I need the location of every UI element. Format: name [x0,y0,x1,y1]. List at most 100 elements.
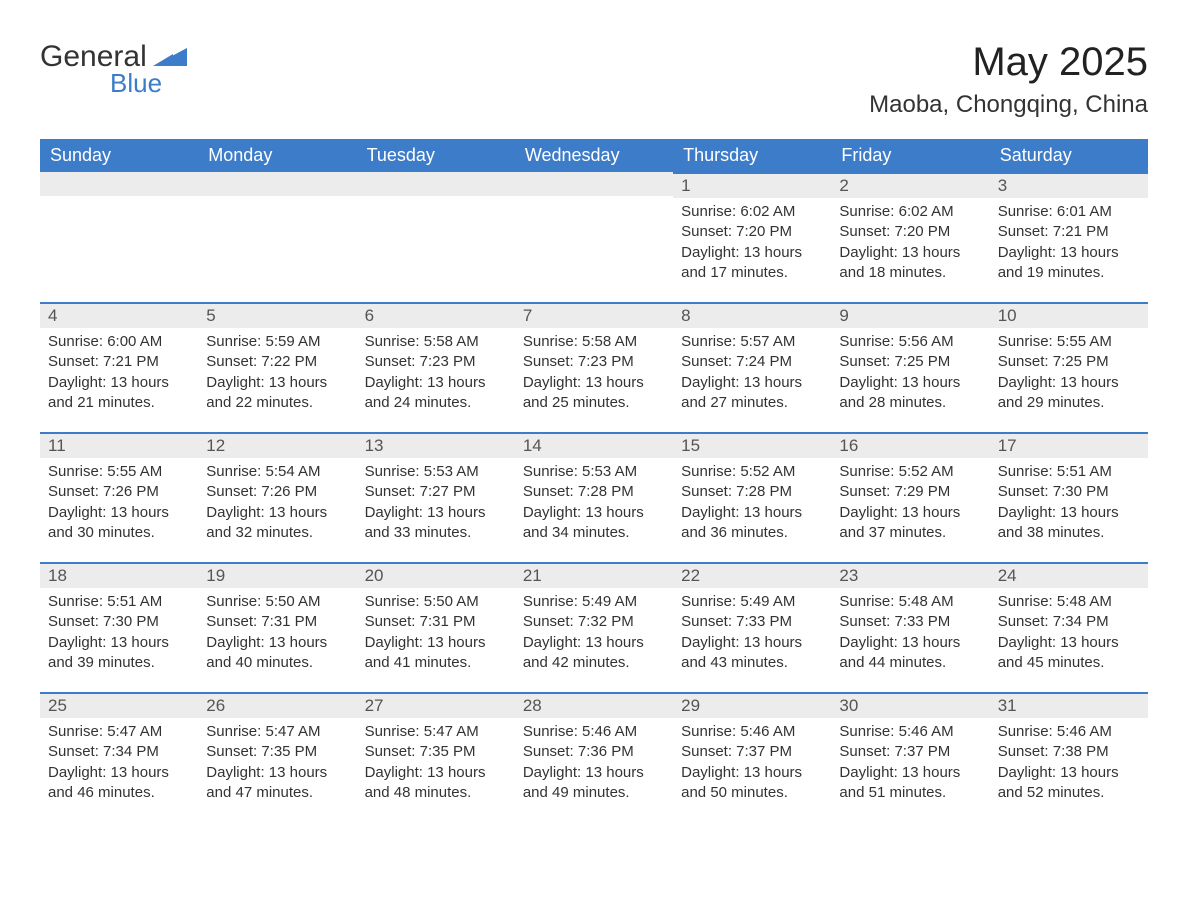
daylight-line: Daylight: 13 hours and 19 minutes. [998,243,1140,284]
calendar-day-cell: 12Sunrise: 5:54 AMSunset: 7:26 PMDayligh… [198,432,356,562]
daylight-line: Daylight: 13 hours and 44 minutes. [839,633,981,674]
daylight-line: Daylight: 13 hours and 48 minutes. [365,763,507,804]
calendar-day-cell: 1Sunrise: 6:02 AMSunset: 7:20 PMDaylight… [673,172,831,302]
weekday-header: Sunday [40,139,198,172]
daylight-line: Daylight: 13 hours and 43 minutes. [681,633,823,674]
sunrise-line: Sunrise: 5:48 AM [998,592,1140,612]
sunrise-line: Sunrise: 5:46 AM [839,722,981,742]
sunset-line: Sunset: 7:26 PM [206,482,348,502]
sunset-line: Sunset: 7:28 PM [523,482,665,502]
daylight-line: Daylight: 13 hours and 39 minutes. [48,633,190,674]
daylight-line: Daylight: 13 hours and 42 minutes. [523,633,665,674]
day-content: Sunrise: 5:58 AMSunset: 7:23 PMDaylight:… [357,328,515,421]
daylight-line: Daylight: 13 hours and 17 minutes. [681,243,823,284]
sunset-line: Sunset: 7:33 PM [681,612,823,632]
sunrise-line: Sunrise: 5:52 AM [681,462,823,482]
day-content: Sunrise: 5:53 AMSunset: 7:28 PMDaylight:… [515,458,673,551]
day-content: Sunrise: 5:53 AMSunset: 7:27 PMDaylight:… [357,458,515,551]
calendar-day-cell: 28Sunrise: 5:46 AMSunset: 7:36 PMDayligh… [515,692,673,822]
daylight-line: Daylight: 13 hours and 36 minutes. [681,503,823,544]
sunset-line: Sunset: 7:23 PM [523,352,665,372]
location-label: Maoba, Chongqing, China [869,91,1148,119]
sunrise-line: Sunrise: 5:47 AM [48,722,190,742]
day-content: Sunrise: 5:52 AMSunset: 7:29 PMDaylight:… [831,458,989,551]
day-number: 11 [40,432,198,458]
day-content: Sunrise: 6:02 AMSunset: 7:20 PMDaylight:… [673,198,831,291]
daylight-line: Daylight: 13 hours and 21 minutes. [48,373,190,414]
sunset-line: Sunset: 7:34 PM [998,612,1140,632]
daylight-line: Daylight: 13 hours and 37 minutes. [839,503,981,544]
sunrise-line: Sunrise: 5:47 AM [365,722,507,742]
sunrise-line: Sunrise: 5:46 AM [998,722,1140,742]
weekday-header: Tuesday [357,139,515,172]
daylight-line: Daylight: 13 hours and 40 minutes. [206,633,348,674]
sunrise-line: Sunrise: 5:48 AM [839,592,981,612]
sunset-line: Sunset: 7:25 PM [839,352,981,372]
daylight-line: Daylight: 13 hours and 47 minutes. [206,763,348,804]
daylight-line: Daylight: 13 hours and 28 minutes. [839,373,981,414]
sunrise-line: Sunrise: 5:50 AM [206,592,348,612]
calendar-day-cell: 9Sunrise: 5:56 AMSunset: 7:25 PMDaylight… [831,302,989,432]
day-content: Sunrise: 5:48 AMSunset: 7:34 PMDaylight:… [990,588,1148,681]
calendar-week-row: 1Sunrise: 6:02 AMSunset: 7:20 PMDaylight… [40,172,1148,302]
day-content: Sunrise: 5:46 AMSunset: 7:37 PMDaylight:… [673,718,831,811]
sunrise-line: Sunrise: 5:51 AM [48,592,190,612]
sunset-line: Sunset: 7:31 PM [365,612,507,632]
day-number: 7 [515,302,673,328]
sunrise-line: Sunrise: 5:53 AM [365,462,507,482]
sunset-line: Sunset: 7:35 PM [206,742,348,762]
sunset-line: Sunset: 7:29 PM [839,482,981,502]
sunset-line: Sunset: 7:21 PM [998,222,1140,242]
day-number: 15 [673,432,831,458]
sunrise-line: Sunrise: 5:55 AM [48,462,190,482]
daylight-line: Daylight: 13 hours and 32 minutes. [206,503,348,544]
day-number: 4 [40,302,198,328]
sunrise-line: Sunrise: 5:58 AM [365,332,507,352]
day-content: Sunrise: 5:46 AMSunset: 7:36 PMDaylight:… [515,718,673,811]
sunset-line: Sunset: 7:35 PM [365,742,507,762]
sunrise-line: Sunrise: 5:56 AM [839,332,981,352]
calendar-day-cell: 13Sunrise: 5:53 AMSunset: 7:27 PMDayligh… [357,432,515,562]
daylight-line: Daylight: 13 hours and 29 minutes. [998,373,1140,414]
calendar-day-cell: 14Sunrise: 5:53 AMSunset: 7:28 PMDayligh… [515,432,673,562]
calendar-day-cell: 25Sunrise: 5:47 AMSunset: 7:34 PMDayligh… [40,692,198,822]
day-content: Sunrise: 5:52 AMSunset: 7:28 PMDaylight:… [673,458,831,551]
calendar-day-cell: 19Sunrise: 5:50 AMSunset: 7:31 PMDayligh… [198,562,356,692]
day-number: 30 [831,692,989,718]
day-content: Sunrise: 5:49 AMSunset: 7:33 PMDaylight:… [673,588,831,681]
calendar-day-cell [357,172,515,302]
calendar-day-cell: 6Sunrise: 5:58 AMSunset: 7:23 PMDaylight… [357,302,515,432]
daylight-line: Daylight: 13 hours and 50 minutes. [681,763,823,804]
day-number: 21 [515,562,673,588]
daylight-line: Daylight: 13 hours and 33 minutes. [365,503,507,544]
calendar-day-cell: 5Sunrise: 5:59 AMSunset: 7:22 PMDaylight… [198,302,356,432]
calendar-day-cell: 15Sunrise: 5:52 AMSunset: 7:28 PMDayligh… [673,432,831,562]
day-number: 26 [198,692,356,718]
sunset-line: Sunset: 7:28 PM [681,482,823,502]
daylight-line: Daylight: 13 hours and 18 minutes. [839,243,981,284]
daylight-line: Daylight: 13 hours and 30 minutes. [48,503,190,544]
calendar-day-cell: 21Sunrise: 5:49 AMSunset: 7:32 PMDayligh… [515,562,673,692]
sunrise-line: Sunrise: 6:00 AM [48,332,190,352]
sunrise-line: Sunrise: 5:50 AM [365,592,507,612]
page-header: General Blue May 2025 Maoba, Chongqing, … [40,40,1148,119]
calendar-body: 1Sunrise: 6:02 AMSunset: 7:20 PMDaylight… [40,172,1148,822]
sunset-line: Sunset: 7:31 PM [206,612,348,632]
calendar-day-cell [198,172,356,302]
day-number: 25 [40,692,198,718]
calendar-day-cell: 18Sunrise: 5:51 AMSunset: 7:30 PMDayligh… [40,562,198,692]
sunrise-line: Sunrise: 6:02 AM [839,202,981,222]
sunset-line: Sunset: 7:26 PM [48,482,190,502]
day-content: Sunrise: 5:56 AMSunset: 7:25 PMDaylight:… [831,328,989,421]
calendar-day-cell: 16Sunrise: 5:52 AMSunset: 7:29 PMDayligh… [831,432,989,562]
sunrise-line: Sunrise: 5:49 AM [523,592,665,612]
calendar-day-cell: 11 Sunrise: 5:55 AMSunset: 7:26 PMDayligh… [40,432,198,562]
day-content: Sunrise: 5:47 AMSunset: 7:34 PMDaylight:… [40,718,198,811]
sunset-line: Sunset: 7:33 PM [839,612,981,632]
sunrise-line: Sunrise: 5:46 AM [523,722,665,742]
weekday-header: Friday [831,139,989,172]
day-content: Sunrise: 5:54 AMSunset: 7:26 PMDaylight:… [198,458,356,551]
day-number: 1 [673,172,831,198]
sunset-line: Sunset: 7:36 PM [523,742,665,762]
sunset-line: Sunset: 7:34 PM [48,742,190,762]
